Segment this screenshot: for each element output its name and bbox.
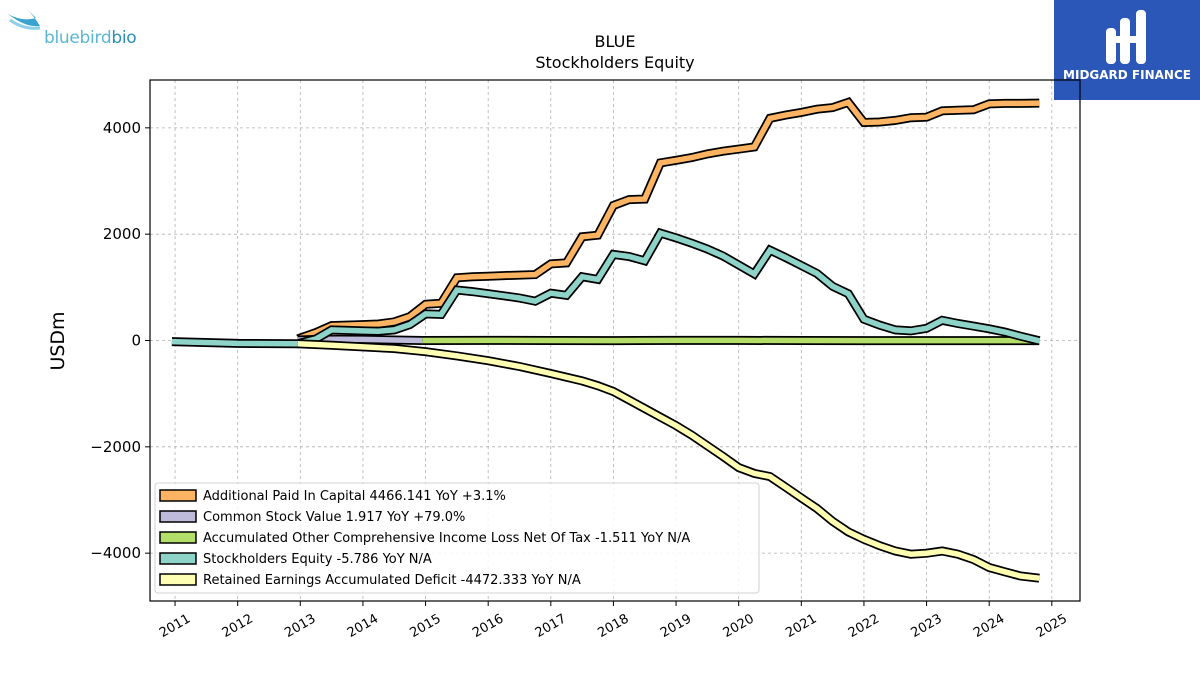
x-tick-label: 2012 bbox=[220, 611, 256, 641]
x-tick-label: 2021 bbox=[783, 611, 819, 641]
x-tick-label: 2022 bbox=[846, 611, 882, 641]
x-tick-label: 2018 bbox=[595, 611, 631, 641]
x-axis-ticks: 2011 2012 2013 2014 2015 2016 2017 2018 2019 2020… bbox=[157, 601, 1070, 641]
legend-label: Additional Paid In Capital 4466.141 YoY … bbox=[203, 489, 506, 504]
y-axis-ticks: −4000 −2000 0 2000 4000 bbox=[90, 119, 150, 562]
legend-label: Stockholders Equity -5.786 YoY N/A bbox=[203, 552, 432, 567]
series-line-4 bbox=[297, 340, 1040, 581]
logo-wordmark: bluebirdbio bbox=[44, 28, 137, 48]
legend-swatch bbox=[159, 573, 197, 586]
bird-icon bbox=[8, 8, 41, 30]
legend-label: Common Stock Value 1.917 YoY +79.0% bbox=[203, 510, 465, 525]
logo-wordmark-light: bluebird bbox=[44, 28, 112, 48]
x-tick-label: 2020 bbox=[721, 611, 757, 641]
legend-swatch bbox=[159, 552, 197, 565]
midgard-finance-logo: MIDGARD FINANCE bbox=[1054, 0, 1200, 100]
series-outline-3 bbox=[171, 227, 1041, 349]
x-tick-label: 2011 bbox=[157, 611, 193, 641]
series-line-0 bbox=[296, 99, 1040, 342]
logo-wordmark-dark: bio bbox=[111, 28, 137, 48]
x-tick-label: 2014 bbox=[345, 611, 381, 641]
y-tick-label: 4000 bbox=[103, 119, 141, 137]
x-tick-label: 2016 bbox=[470, 611, 506, 641]
series-outline-0 bbox=[296, 97, 1040, 344]
x-tick-label: 2017 bbox=[533, 611, 569, 641]
midgard-finance-name: MIDGARD FINANCE bbox=[1063, 68, 1191, 82]
x-tick-label: 2023 bbox=[909, 611, 945, 641]
legend-box bbox=[154, 482, 760, 594]
chart-subtitle: Stockholders Equity bbox=[535, 53, 694, 72]
x-tick-label: 2015 bbox=[408, 611, 444, 641]
bluebird-bio-logo: bluebirdbio bbox=[6, 8, 156, 52]
legend-swatch bbox=[159, 510, 197, 523]
x-tick-label: 2013 bbox=[282, 611, 318, 641]
x-tick-label: 2025 bbox=[1034, 611, 1070, 641]
y-axis-label: USDm bbox=[47, 311, 69, 370]
legend-swatch bbox=[159, 531, 197, 544]
y-tick-label: −2000 bbox=[90, 438, 141, 456]
y-tick-label: 2000 bbox=[103, 225, 141, 243]
legend-swatch bbox=[159, 489, 197, 502]
series-lines bbox=[171, 97, 1041, 583]
series-line-3 bbox=[171, 229, 1040, 347]
x-tick-label: 2024 bbox=[971, 611, 1007, 641]
legend: Additional Paid In Capital 4466.141 YoY … bbox=[154, 482, 760, 594]
chart-title: BLUE bbox=[595, 32, 636, 51]
legend-label: Retained Earnings Accumulated Deficit -4… bbox=[203, 573, 581, 588]
y-tick-label: 0 bbox=[131, 332, 141, 350]
legend-label: Accumulated Other Comprehensive Income L… bbox=[203, 531, 690, 546]
midgard-monogram-icon bbox=[1106, 10, 1146, 64]
y-tick-label: −4000 bbox=[90, 544, 141, 562]
x-tick-label: 2019 bbox=[658, 611, 694, 641]
